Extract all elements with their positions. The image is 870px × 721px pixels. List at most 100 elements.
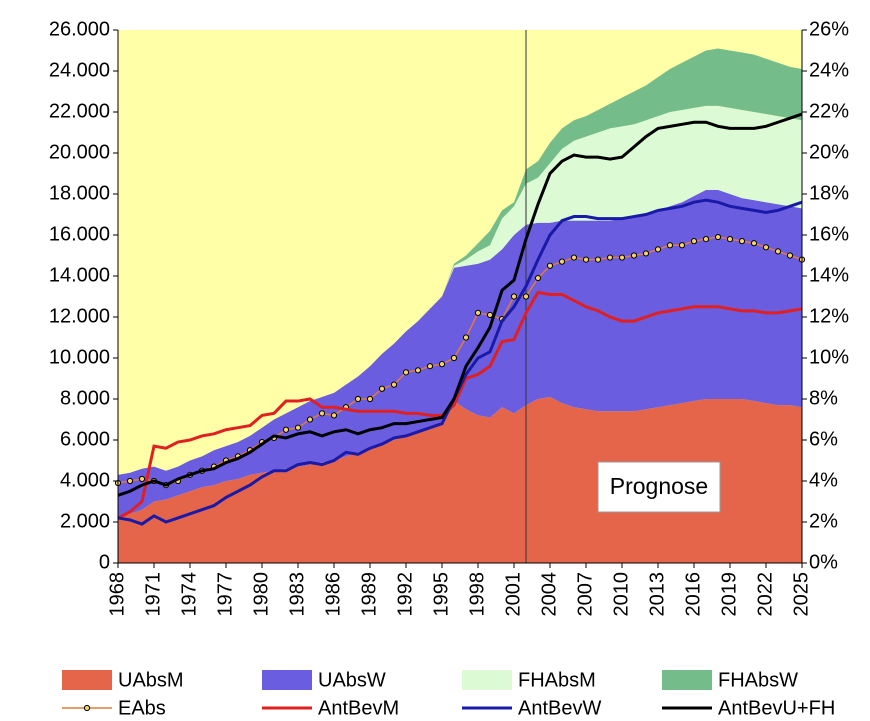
marker (366, 395, 374, 403)
y2-tick-label: 12% (809, 305, 849, 327)
legend-label: AntBevW (518, 697, 601, 719)
y2-tick-label: 24% (809, 59, 849, 81)
x-tick-label: 2001 (502, 572, 524, 617)
x-tick-label: 1995 (430, 572, 452, 617)
y-tick-label: 14.000 (49, 264, 110, 286)
marker (630, 252, 638, 259)
marker (726, 236, 734, 243)
x-tick-label: 2022 (754, 572, 776, 617)
marker (426, 363, 434, 370)
marker (306, 416, 314, 423)
legend-label: FHAbsM (518, 669, 596, 691)
marker (378, 385, 386, 392)
marker (534, 274, 542, 282)
y-tick-label: 6.000 (60, 428, 110, 450)
marker (786, 252, 794, 259)
legend-label: UAbsW (318, 669, 386, 691)
y2-tick-label: 8% (809, 387, 838, 409)
y2-tick-label: 2% (809, 510, 838, 532)
x-tick-label: 1974 (178, 572, 200, 617)
x-tick-label: 2019 (718, 572, 740, 617)
legend-label: AntBevU+FH (718, 697, 835, 719)
marker (462, 334, 470, 341)
marker (558, 258, 566, 265)
y2-tick-label: 26% (809, 18, 849, 40)
marker (738, 238, 746, 245)
legend-swatch (62, 670, 112, 690)
x-tick-label: 1977 (214, 572, 236, 617)
x-tick-label: 2004 (538, 572, 560, 617)
y2-tick-label: 4% (809, 469, 838, 491)
x-tick-label: 1971 (142, 572, 164, 617)
legend-swatch (662, 670, 712, 690)
line (117, 290, 803, 520)
y2-tick-label: 6% (809, 428, 838, 450)
x-tick-label: 2010 (610, 572, 632, 617)
marker (594, 256, 602, 263)
area (118, 396, 802, 563)
marker (642, 250, 650, 257)
x-tick-label: 1968 (106, 572, 128, 617)
y-tick-label: 0 (99, 551, 110, 573)
marker (570, 254, 578, 261)
y-tick-label: 20.000 (49, 141, 110, 163)
marker (618, 254, 626, 261)
y2-tick-label: 20% (809, 141, 849, 163)
y2-tick-label: 14% (809, 264, 849, 286)
x-tick-label: 1992 (394, 572, 416, 617)
marker (606, 254, 614, 261)
y-tick-label: 8.000 (60, 387, 110, 409)
x-tick-label: 1980 (250, 572, 272, 617)
x-tick-label: 1983 (286, 572, 308, 617)
marker (438, 361, 446, 368)
y-tick-label: 22.000 (49, 100, 110, 122)
marker (774, 248, 782, 255)
y2-tick-label: 22% (809, 100, 849, 122)
y2-tick-label: 18% (809, 182, 849, 204)
marker (546, 262, 554, 269)
annotation-box (597, 461, 721, 513)
marker (762, 244, 770, 251)
y2-tick-label: 0% (809, 551, 838, 573)
marker (654, 246, 662, 253)
marker (282, 426, 290, 433)
y2-tick-label: 16% (809, 223, 849, 245)
y2-tick-label: 10% (809, 346, 849, 368)
x-tick-label: 2007 (574, 572, 596, 617)
marker (126, 477, 134, 485)
marker (474, 309, 482, 316)
x-tick-label: 2025 (790, 572, 812, 617)
annotation: Prognose (610, 473, 708, 499)
legend-swatch (462, 670, 512, 690)
x-tick-label: 1986 (322, 572, 344, 617)
marker (522, 293, 530, 300)
y-tick-label: 18.000 (49, 182, 110, 204)
y-tick-label: 4.000 (60, 469, 110, 491)
line (117, 236, 803, 486)
marker (138, 475, 146, 483)
marker (294, 424, 302, 431)
marker (450, 354, 458, 362)
y-tick-label: 26.000 (49, 18, 110, 40)
legend-label: AntBevM (318, 697, 399, 719)
marker (702, 236, 710, 243)
legend-label: EAbs (118, 697, 166, 719)
line (117, 112, 803, 497)
marker (690, 238, 698, 245)
marker (354, 395, 362, 403)
marker (330, 412, 338, 419)
legend-swatch (262, 670, 312, 690)
marker (510, 293, 518, 300)
y-tick-label: 2.000 (60, 510, 110, 532)
marker (750, 240, 758, 247)
x-tick-label: 1998 (466, 572, 488, 617)
legend-marker (83, 704, 91, 712)
marker (414, 367, 422, 374)
area (118, 48, 802, 475)
marker (390, 381, 398, 388)
y-tick-label: 24.000 (49, 59, 110, 81)
legend-label: FHAbsW (718, 669, 798, 691)
x-tick-label: 2013 (646, 572, 668, 617)
